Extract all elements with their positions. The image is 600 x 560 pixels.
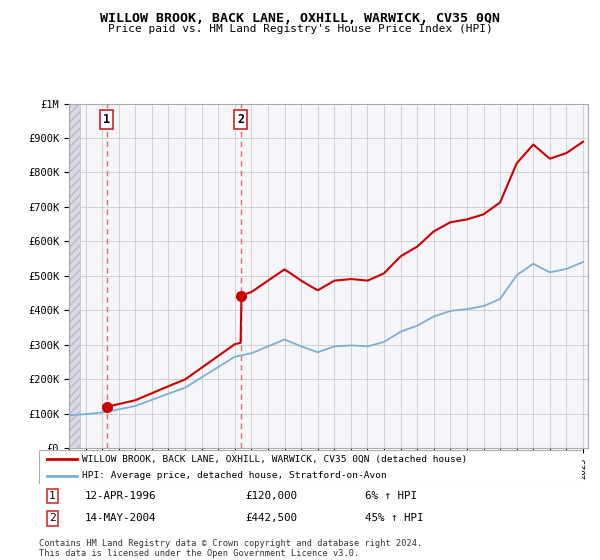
Text: Contains HM Land Registry data © Crown copyright and database right 2024.
This d: Contains HM Land Registry data © Crown c… [39, 539, 422, 558]
Text: 1: 1 [103, 113, 110, 125]
Text: 2: 2 [49, 514, 56, 523]
Text: 45% ↑ HPI: 45% ↑ HPI [365, 514, 424, 523]
Bar [69, 104, 80, 448]
Text: WILLOW BROOK, BACK LANE, OXHILL, WARWICK, CV35 0QN: WILLOW BROOK, BACK LANE, OXHILL, WARWICK… [100, 12, 500, 25]
Text: WILLOW BROOK, BACK LANE, OXHILL, WARWICK, CV35 0QN (detached house): WILLOW BROOK, BACK LANE, OXHILL, WARWICK… [82, 455, 467, 464]
Text: 12-APR-1996: 12-APR-1996 [85, 491, 157, 501]
Text: £442,500: £442,500 [245, 514, 298, 523]
Text: 2: 2 [238, 113, 245, 125]
Text: 14-MAY-2004: 14-MAY-2004 [85, 514, 157, 523]
Text: 1: 1 [49, 491, 56, 501]
Text: Price paid vs. HM Land Registry's House Price Index (HPI): Price paid vs. HM Land Registry's House … [107, 24, 493, 34]
FancyBboxPatch shape [39, 450, 582, 484]
Text: 6% ↑ HPI: 6% ↑ HPI [365, 491, 417, 501]
Text: £120,000: £120,000 [245, 491, 298, 501]
Text: HPI: Average price, detached house, Stratford-on-Avon: HPI: Average price, detached house, Stra… [82, 471, 387, 480]
